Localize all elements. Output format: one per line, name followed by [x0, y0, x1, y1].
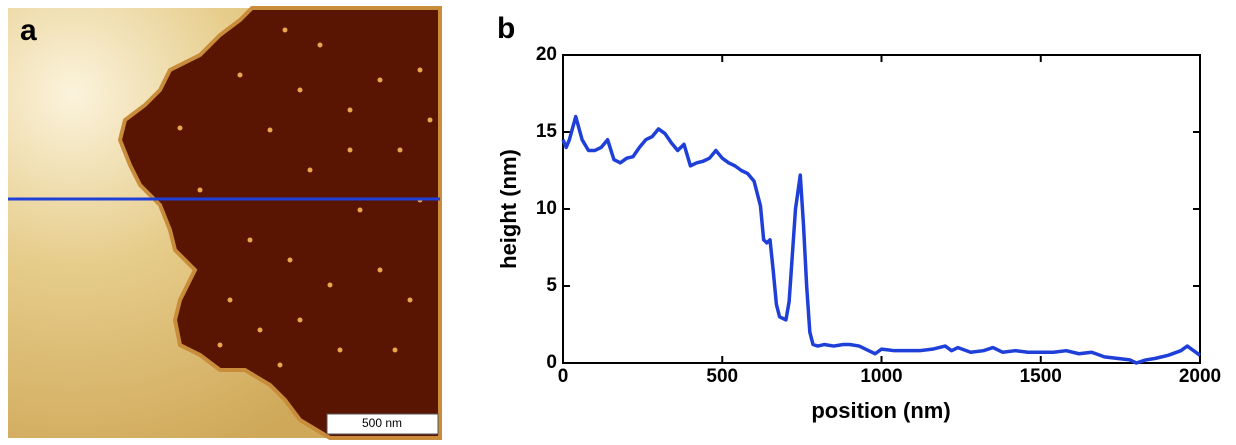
particle — [227, 297, 233, 303]
particle — [347, 147, 353, 153]
scale-bar-label: 500 nm — [362, 416, 402, 430]
particle — [287, 257, 293, 263]
particle — [357, 207, 363, 213]
particle — [427, 117, 433, 123]
scale-bar-box — [326, 413, 439, 435]
particle — [237, 72, 243, 78]
y-tick-label: 5 — [546, 275, 557, 296]
particle — [217, 342, 223, 348]
particle — [297, 317, 303, 323]
particle — [397, 147, 403, 153]
particle — [347, 107, 353, 113]
particle — [282, 27, 288, 33]
y-tick-label: 15 — [536, 121, 558, 142]
x-axis-label: position (nm) — [811, 398, 950, 423]
x-tick-label: 1000 — [860, 366, 902, 387]
panel-label: b — [497, 12, 515, 45]
y-tick-label: 0 — [546, 352, 557, 373]
panel-label: a — [20, 14, 37, 47]
particle — [392, 347, 398, 353]
particle — [417, 67, 423, 73]
particle — [297, 87, 303, 93]
afm-image: 500 nm a — [8, 6, 442, 440]
x-tick-label: 2000 — [1179, 366, 1221, 387]
profile-curve — [561, 114, 1202, 365]
x-tick-label: 0 — [558, 366, 569, 387]
particle — [277, 362, 283, 368]
particle — [327, 282, 333, 288]
x-tick-label: 500 — [706, 366, 738, 387]
particle — [197, 187, 203, 193]
y-tick-label: 10 — [536, 198, 557, 219]
particle — [337, 347, 343, 353]
y-tick-label: 20 — [536, 44, 557, 65]
plot-frame — [562, 54, 1201, 364]
afm-particles — [177, 27, 433, 368]
particle — [317, 42, 323, 48]
particle — [307, 167, 313, 173]
x-tick-label: 1500 — [1020, 366, 1062, 387]
particle — [377, 267, 383, 273]
particle — [377, 77, 383, 83]
y-axis-label: height (nm) — [496, 149, 521, 269]
particle — [267, 127, 273, 133]
particle — [407, 297, 413, 303]
afm-substrate — [117, 6, 442, 440]
particle — [247, 237, 253, 243]
particle — [177, 125, 183, 131]
particle — [257, 327, 263, 333]
